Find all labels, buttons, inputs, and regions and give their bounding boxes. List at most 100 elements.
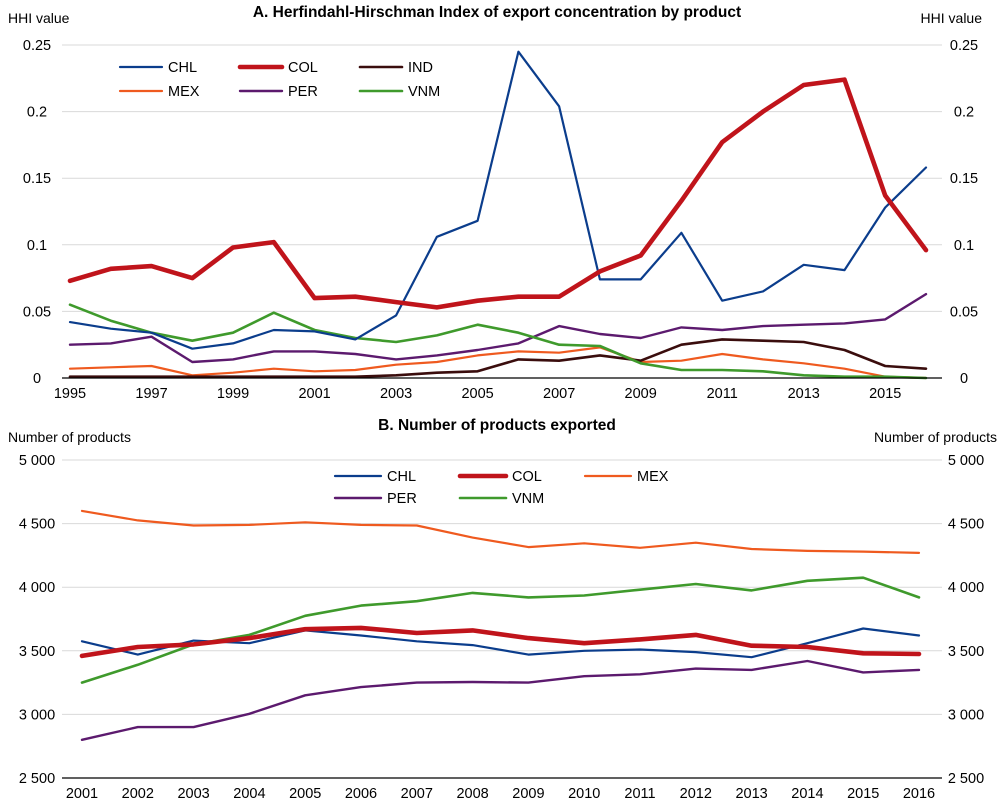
y-tick-label-left: 2 500 [19, 771, 55, 787]
y-tick-label-right: 3 000 [948, 707, 984, 723]
y-tick-label-right: 0 [960, 371, 968, 387]
legend-item-mex: MEX [118, 84, 200, 100]
legend-label: COL [512, 469, 542, 485]
x-tick-label: 1997 [135, 386, 167, 402]
legend-label: MEX [168, 84, 200, 100]
x-tick-label: 2010 [568, 786, 600, 800]
x-tick-label: 2007 [401, 786, 433, 800]
y-tick-label-right: 4 500 [948, 517, 984, 533]
series-line-chl [68, 50, 928, 350]
x-tick-label: 2009 [625, 386, 657, 402]
x-tick-label: 2005 [289, 786, 321, 800]
x-tick-label: 2001 [66, 786, 98, 800]
y-tick-label-right: 0.05 [950, 304, 978, 320]
y-tick-label-left: 3 500 [19, 644, 55, 660]
x-tick-label: 2014 [791, 786, 823, 800]
panel-a-x-tick-labels: 1995 1997 1999 2001 2003 2005 2007 2009 2011 2013… [54, 386, 902, 402]
x-tick-label: 2003 [380, 386, 412, 402]
series-line-col [67, 77, 929, 310]
series-line-vnm [68, 303, 928, 380]
y-tick-label-left: 0.1 [27, 238, 47, 254]
legend-label: PER [387, 491, 417, 507]
x-tick-label: 2006 [345, 786, 377, 800]
y-tick-label-left: 5 000 [19, 453, 55, 469]
x-tick-label: 2015 [847, 786, 879, 800]
x-tick-label: 2011 [707, 386, 738, 402]
legend-label: CHL [387, 469, 416, 485]
panel-a-series-lines [67, 50, 929, 380]
legend-label: COL [288, 60, 318, 76]
legend-item-chl: CHL [118, 60, 197, 76]
legend-item-mex: MEX [583, 469, 669, 485]
panel-b-left-tick-labels: 2 500 3 000 3 500 4 000 4 500 5 000 [19, 453, 55, 787]
x-tick-label: 1995 [54, 386, 86, 402]
series-line-ind [68, 338, 928, 378]
x-tick-label: 2003 [177, 786, 209, 800]
x-tick-label: 2015 [869, 386, 901, 402]
y-tick-label-right: 0.2 [954, 105, 974, 121]
legend-label: VNM [408, 84, 440, 100]
panel-b-x-tick-labels: 2001 2002 2003 2004 2005 2006 2007 2008 2009 2010… [66, 786, 935, 800]
panel-b-right-tick-labels: 2 500 3 000 3 500 4 000 4 500 5 000 [948, 453, 984, 787]
x-tick-label: 2001 [298, 386, 330, 402]
legend-label: PER [288, 84, 318, 100]
legend-item-per: PER [238, 84, 318, 100]
panel-b-products-chart: B. Number of products exported Number of… [8, 417, 997, 800]
x-tick-label: 2016 [903, 786, 935, 800]
legend-label: VNM [512, 491, 544, 507]
y-tick-label-left: 3 000 [19, 707, 55, 723]
x-tick-label: 2012 [680, 786, 712, 800]
panel-a-hhi-chart: A. Herfindahl-Hirschman Index of export … [8, 4, 982, 402]
x-tick-label: 2004 [233, 786, 265, 800]
x-tick-label: 2013 [735, 786, 767, 800]
y-tick-label-left: 0.05 [23, 304, 51, 320]
y-tick-label-left: 0.25 [23, 38, 51, 54]
y-tick-label-right: 2 500 [948, 771, 984, 787]
series-line-per [80, 659, 921, 741]
panel-b-title: B. Number of products exported [378, 417, 616, 434]
panel-b-right-unit-label: Number of products [874, 429, 997, 445]
legend-label: IND [408, 60, 433, 76]
series-line-vnm [80, 576, 921, 684]
panel-a-right-tick-labels: 0 0.05 0.1 0.15 0.2 0.25 [950, 38, 978, 387]
x-tick-label: 2011 [624, 786, 655, 800]
x-tick-label: 2009 [512, 786, 544, 800]
x-tick-label: 2013 [788, 386, 820, 402]
y-tick-label-right: 0.25 [950, 38, 978, 54]
legend-item-ind: IND [358, 60, 433, 76]
y-tick-label-right: 5 000 [948, 453, 984, 469]
legend-label: CHL [168, 60, 197, 76]
legend-item-col: COL [457, 469, 542, 485]
legend-item-vnm: VNM [458, 491, 544, 507]
legend-label: MEX [637, 469, 669, 485]
panel-a-legend: CHL COL IND MEX PER VNM [118, 60, 440, 100]
y-tick-label-left: 0.15 [23, 171, 51, 187]
panel-a-right-unit-label: HHI value [921, 10, 983, 26]
panel-b-legend: CHL COL MEX PER VNM [333, 469, 669, 507]
panel-a-left-tick-labels: 0 0.05 0.1 0.15 0.2 0.25 [23, 38, 51, 387]
y-tick-label-right: 4 000 [948, 580, 984, 596]
x-tick-label: 2007 [543, 386, 575, 402]
legend-item-vnm: VNM [358, 84, 440, 100]
x-tick-label: 2008 [456, 786, 488, 800]
y-tick-label-left: 4 500 [19, 517, 55, 533]
x-tick-label: 1999 [217, 386, 249, 402]
x-tick-label: 2002 [122, 786, 154, 800]
panel-b-left-unit-label: Number of products [8, 429, 131, 445]
series-line-per [68, 292, 928, 364]
panel-a-gridlines [62, 44, 942, 312]
x-tick-label: 2005 [461, 386, 493, 402]
y-tick-label-right: 3 500 [948, 644, 984, 660]
legend-item-col: COL [237, 60, 318, 76]
series-line-mex [68, 346, 928, 380]
series-line-mex [80, 509, 921, 554]
y-tick-label-right: 0.15 [950, 171, 978, 187]
y-tick-label-left: 0.2 [27, 105, 47, 121]
series-line-col [79, 625, 922, 659]
panel-a-title: A. Herfindahl-Hirschman Index of export … [253, 4, 741, 21]
y-tick-label-left: 0 [33, 371, 41, 387]
panel-b-series-lines [79, 509, 922, 741]
y-tick-label-right: 0.1 [954, 238, 974, 254]
